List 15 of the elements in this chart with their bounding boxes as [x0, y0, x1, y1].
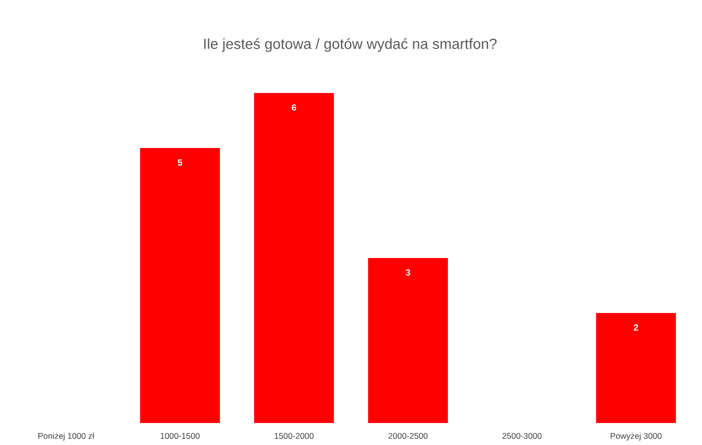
x-tick-label: 1000-1500: [160, 432, 200, 439]
bar: [368, 258, 448, 423]
bar: [596, 313, 676, 423]
data-label: 5: [178, 159, 182, 166]
chart-title: Ile jesteś gotowa / gotów wydać na smartfon?: [204, 38, 497, 52]
data-label: 6: [292, 104, 296, 111]
x-tick-label: Poniżej 1000 zł: [38, 432, 94, 440]
bar: [254, 93, 334, 423]
x-tick-label: 2000-2500: [388, 432, 428, 439]
bar: [140, 148, 220, 423]
data-label: 2: [634, 324, 638, 331]
x-tick-label: Powyżej 3000: [610, 432, 662, 440]
data-label: 3: [406, 269, 410, 276]
x-tick-label: 1500-2000: [274, 432, 314, 439]
x-tick-label: 2500-3000: [502, 432, 542, 439]
